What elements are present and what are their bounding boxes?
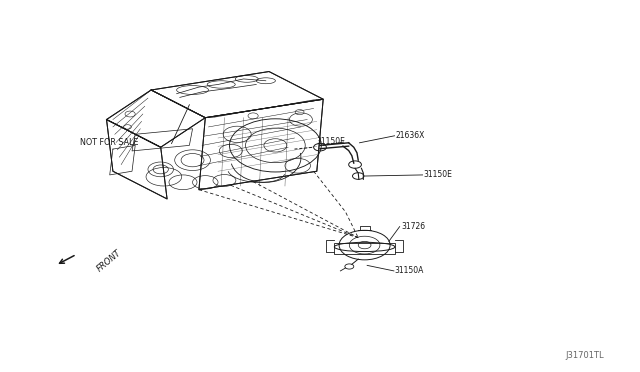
Text: FRONT: FRONT — [96, 248, 124, 273]
Text: 31150E: 31150E — [317, 137, 346, 146]
Text: 31726: 31726 — [401, 222, 425, 231]
Text: 31150A: 31150A — [394, 266, 424, 275]
Text: NOT FOR SALE: NOT FOR SALE — [80, 138, 138, 147]
Text: 31150E: 31150E — [423, 170, 452, 179]
Text: J31701TL: J31701TL — [565, 350, 604, 360]
Text: 21636X: 21636X — [395, 131, 424, 140]
